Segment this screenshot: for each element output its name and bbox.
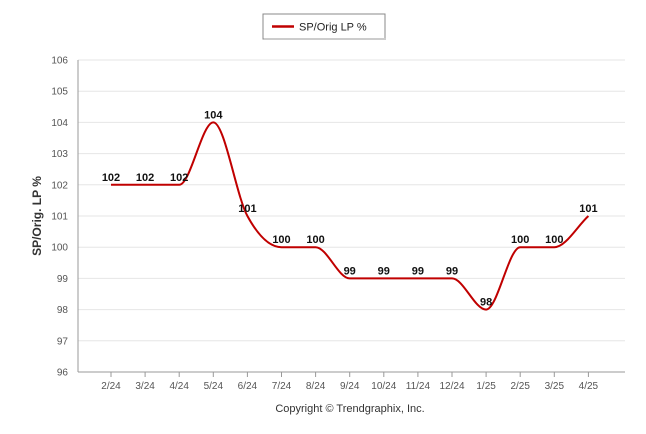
data-labels: 102 102 102 104 101 100 100 99 99 99 99 98 100 100 101 xyxy=(102,109,598,308)
x-tick-label: 2/24 xyxy=(101,381,121,392)
data-label: 100 xyxy=(272,234,290,246)
x-tick-label: 7/24 xyxy=(272,381,292,392)
data-label: 99 xyxy=(446,265,458,277)
y-tick-label: 101 xyxy=(51,212,68,223)
y-tick-label: 98 xyxy=(57,305,69,316)
data-label: 102 xyxy=(170,172,188,184)
data-label: 99 xyxy=(378,265,390,277)
y-tick-label: 104 xyxy=(51,118,68,129)
x-tick-label: 2/25 xyxy=(510,381,530,392)
x-tick-label: 11/24 xyxy=(406,381,431,392)
x-tick-label: 3/24 xyxy=(135,381,155,392)
y-axis-title: SP/Orig. LP % xyxy=(30,176,44,256)
data-label: 104 xyxy=(204,109,223,121)
data-label: 102 xyxy=(102,172,120,184)
y-tick-label: 103 xyxy=(51,149,68,160)
x-tick-label: 4/25 xyxy=(579,381,599,392)
legend: SP/Orig LP % xyxy=(262,13,386,40)
data-label: 101 xyxy=(579,203,597,215)
x-tick-label: 5/24 xyxy=(204,381,224,392)
data-label: 100 xyxy=(306,234,324,246)
y-tick-label: 96 xyxy=(57,368,69,379)
x-tick-label: 12/24 xyxy=(439,381,464,392)
y-tick-label: 100 xyxy=(51,243,68,254)
y-tick-label: 102 xyxy=(51,180,68,191)
data-label: 99 xyxy=(344,265,356,277)
series-line xyxy=(111,121,590,311)
x-tick-label: 1/25 xyxy=(476,381,496,392)
copyright-text: Copyright © Trendgraphix, Inc. xyxy=(275,403,424,415)
legend-label: SP/Orig LP % xyxy=(299,22,367,34)
y-tick-label: 97 xyxy=(57,336,69,347)
series-sp-orig-lp xyxy=(111,121,590,311)
data-label: 101 xyxy=(238,203,256,215)
x-tick-label: 4/24 xyxy=(169,381,189,392)
y-tick-label: 106 xyxy=(51,56,68,67)
x-tick-label: 8/24 xyxy=(306,381,326,392)
y-tick-labels: 96 97 98 99 100 101 102 103 104 105 106 xyxy=(51,56,68,379)
x-tick-label: 10/24 xyxy=(371,381,396,392)
gridlines xyxy=(78,59,625,373)
y-tick-label: 99 xyxy=(57,274,69,285)
data-label: 100 xyxy=(545,234,563,246)
x-tick-label: 3/25 xyxy=(545,381,565,392)
data-label: 98 xyxy=(480,297,492,309)
x-tick-labels: 2/24 3/24 4/24 5/24 6/24 7/24 8/24 9/24 10/24 11/… xyxy=(101,381,598,392)
y-tick-label: 105 xyxy=(51,87,68,98)
x-tick-label: 6/24 xyxy=(238,381,258,392)
axes xyxy=(77,60,625,377)
data-label: 100 xyxy=(511,234,529,246)
data-label: 99 xyxy=(412,265,424,277)
x-tick-label: 9/24 xyxy=(340,381,360,392)
data-label: 102 xyxy=(136,172,154,184)
